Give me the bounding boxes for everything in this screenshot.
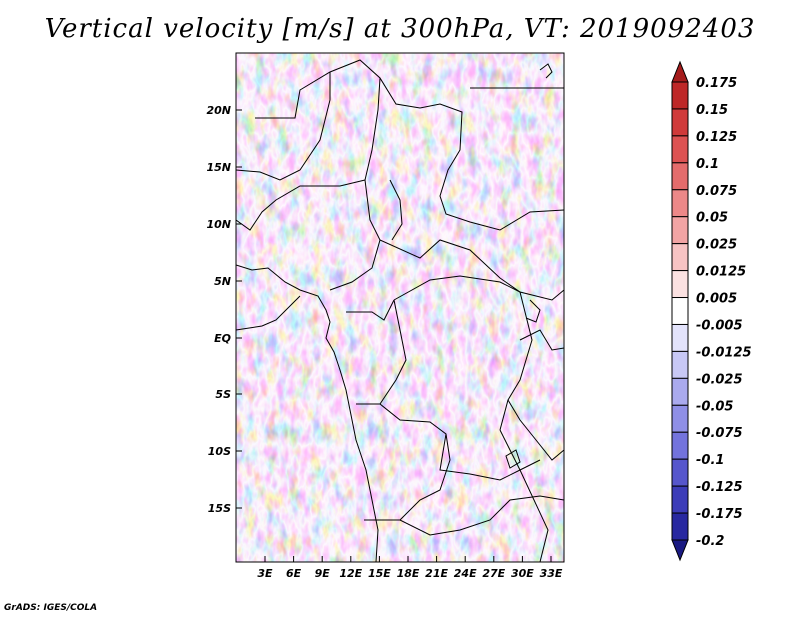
colorbar-label: 0.125 — [696, 130, 737, 145]
colorbar-label: -0.125 — [696, 480, 743, 495]
colorbar-label: 0.005 — [696, 292, 737, 307]
colorbar-box — [671, 377, 689, 406]
chart-title: Vertical velocity [m/s] at 300hPa, VT: 2… — [44, 14, 756, 44]
lon-label: 15E — [368, 567, 391, 580]
lon-label: 27E — [482, 567, 505, 580]
colorbar-box — [671, 485, 689, 514]
colorbar-box — [671, 350, 689, 379]
lat-label: 10N — [206, 218, 231, 231]
country-borders — [236, 59, 564, 562]
lon-label: 9E — [315, 567, 331, 580]
colorbar-top-arrow — [671, 60, 689, 83]
lon-label: 33E — [540, 567, 563, 580]
lat-label: 5S — [215, 388, 231, 401]
colorbar-box — [671, 243, 689, 272]
colorbar-box — [671, 404, 689, 433]
velocity-field — [236, 53, 564, 562]
colorbar-label: -0.1 — [696, 453, 724, 468]
colorbar-box — [671, 431, 689, 460]
lon-label: 24E — [454, 567, 477, 580]
longitude-axis: 3E 6E 9E 12E 15E 18E 21E 24E 27E 30E 33E — [257, 556, 563, 580]
map-frame — [235, 52, 565, 563]
colorbar: 0.175 0.15 0.125 0.1 0.075 0.05 0.025 0.0125 0.0… — [671, 60, 752, 562]
credit-text: GrADS: IGES/COLA — [4, 603, 98, 613]
latitude-axis: 20N 15N 10N 5N EQ 5S 10S 15S — [206, 104, 242, 515]
colorbar-box — [671, 108, 689, 137]
colorbar-label: -0.2 — [696, 534, 724, 549]
colorbar-box — [671, 81, 689, 110]
colorbar-label: -0.075 — [696, 426, 743, 441]
lon-label: 12E — [339, 567, 362, 580]
lat-label: 20N — [206, 104, 231, 117]
lon-label: 6E — [286, 567, 302, 580]
colorbar-label: 0.075 — [696, 184, 737, 199]
colorbar-label: 0.05 — [696, 211, 728, 226]
lat-label: 10S — [208, 445, 231, 458]
colorbar-label: -0.175 — [696, 507, 743, 522]
colorbar-box — [671, 189, 689, 218]
colorbar-box — [671, 270, 689, 299]
colorbar-label: -0.025 — [696, 372, 743, 387]
colorbar-box — [671, 458, 689, 487]
colorbar-label: -0.0125 — [696, 345, 752, 360]
lat-label: EQ — [214, 332, 231, 345]
lon-label: 21E — [425, 567, 448, 580]
colorbar-box — [671, 512, 689, 541]
lon-label: 18E — [397, 567, 420, 580]
colorbar-box — [671, 216, 689, 245]
colorbar-label: 0.175 — [696, 76, 737, 91]
lat-label: 15S — [208, 502, 231, 515]
colorbar-label: 0.0125 — [696, 265, 746, 280]
lon-label: 3E — [257, 567, 273, 580]
colorbar-box — [671, 162, 689, 191]
colorbar-bottom-arrow — [671, 539, 689, 562]
colorbar-label: 0.1 — [696, 157, 719, 172]
lat-label: 5N — [214, 275, 231, 288]
colorbar-box — [671, 135, 689, 164]
colorbar-label: -0.005 — [696, 318, 743, 333]
colorbar-box — [671, 323, 689, 352]
colorbar-box — [671, 297, 689, 325]
colorbar-label: 0.15 — [696, 103, 728, 118]
colorbar-label: 0.025 — [696, 238, 737, 253]
colorbar-label: -0.05 — [696, 399, 733, 414]
lon-label: 30E — [511, 567, 534, 580]
lat-label: 15N — [206, 161, 231, 174]
